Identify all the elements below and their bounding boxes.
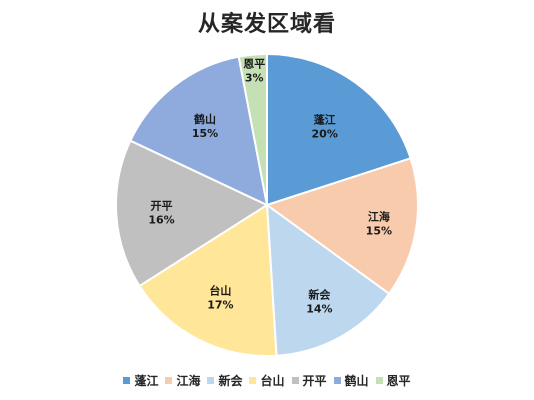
legend-label: 开平 [302, 374, 327, 388]
slice-percent-label: 17% [207, 298, 233, 311]
legend-item: 台山 [249, 372, 285, 389]
slice-percent-label: 3% [245, 72, 264, 85]
legend-item: 开平 [291, 372, 327, 389]
legend-item: 新会 [207, 372, 242, 389]
slice-category-label: 恩平 [243, 58, 265, 71]
legend-swatch [165, 377, 173, 384]
legend-swatch [123, 377, 131, 384]
legend-label: 鹤山 [344, 374, 369, 388]
pie-slice-3 [265, 202, 391, 357]
legend-item: 蓬江 [123, 372, 158, 389]
pie-slices [115, 52, 419, 357]
slice-percent-label: 20% [312, 128, 338, 141]
pie-slice-4 [138, 203, 278, 357]
legend-swatch [333, 377, 341, 384]
legend-label: 台山 [260, 374, 285, 388]
slice-category-label: 开平 [151, 200, 173, 213]
slice-category-label: 蓬江 [314, 113, 336, 127]
pie-slice-2 [264, 157, 419, 296]
slice-category-label: 江海 [368, 210, 390, 224]
pie-slice-1 [266, 52, 412, 207]
legend-item: 江海 [165, 372, 200, 389]
legend-swatch [375, 377, 383, 384]
legend-swatch [207, 377, 215, 384]
legend-label: 恩平 [386, 374, 411, 388]
slice-percent-label: 15% [366, 225, 392, 238]
legend-item: 恩平 [375, 372, 411, 389]
legend-swatch [291, 377, 299, 384]
slice-percent-label: 14% [306, 302, 332, 315]
slice-category-label: 鹤山 [194, 112, 216, 126]
slice-category-label: 新会 [308, 287, 331, 301]
slice-category-label: 台山 [209, 283, 231, 297]
slice-percent-label: 16% [148, 214, 174, 227]
pie-slice-6 [129, 55, 269, 207]
legend-swatch [249, 377, 257, 384]
pie-slice-7 [237, 52, 268, 206]
legend: 蓬江 江海 新会 台山 开平 鹤山 恩平 [0, 372, 534, 389]
chart-title: 从案发区域看 [197, 12, 336, 37]
legend-label: 新会 [218, 374, 243, 388]
legend-item: 鹤山 [333, 372, 369, 389]
slice-percent-label: 15% [192, 127, 218, 140]
legend-label: 蓬江 [134, 374, 159, 388]
pie-slice-5 [115, 139, 270, 288]
legend-label: 江海 [176, 374, 201, 388]
